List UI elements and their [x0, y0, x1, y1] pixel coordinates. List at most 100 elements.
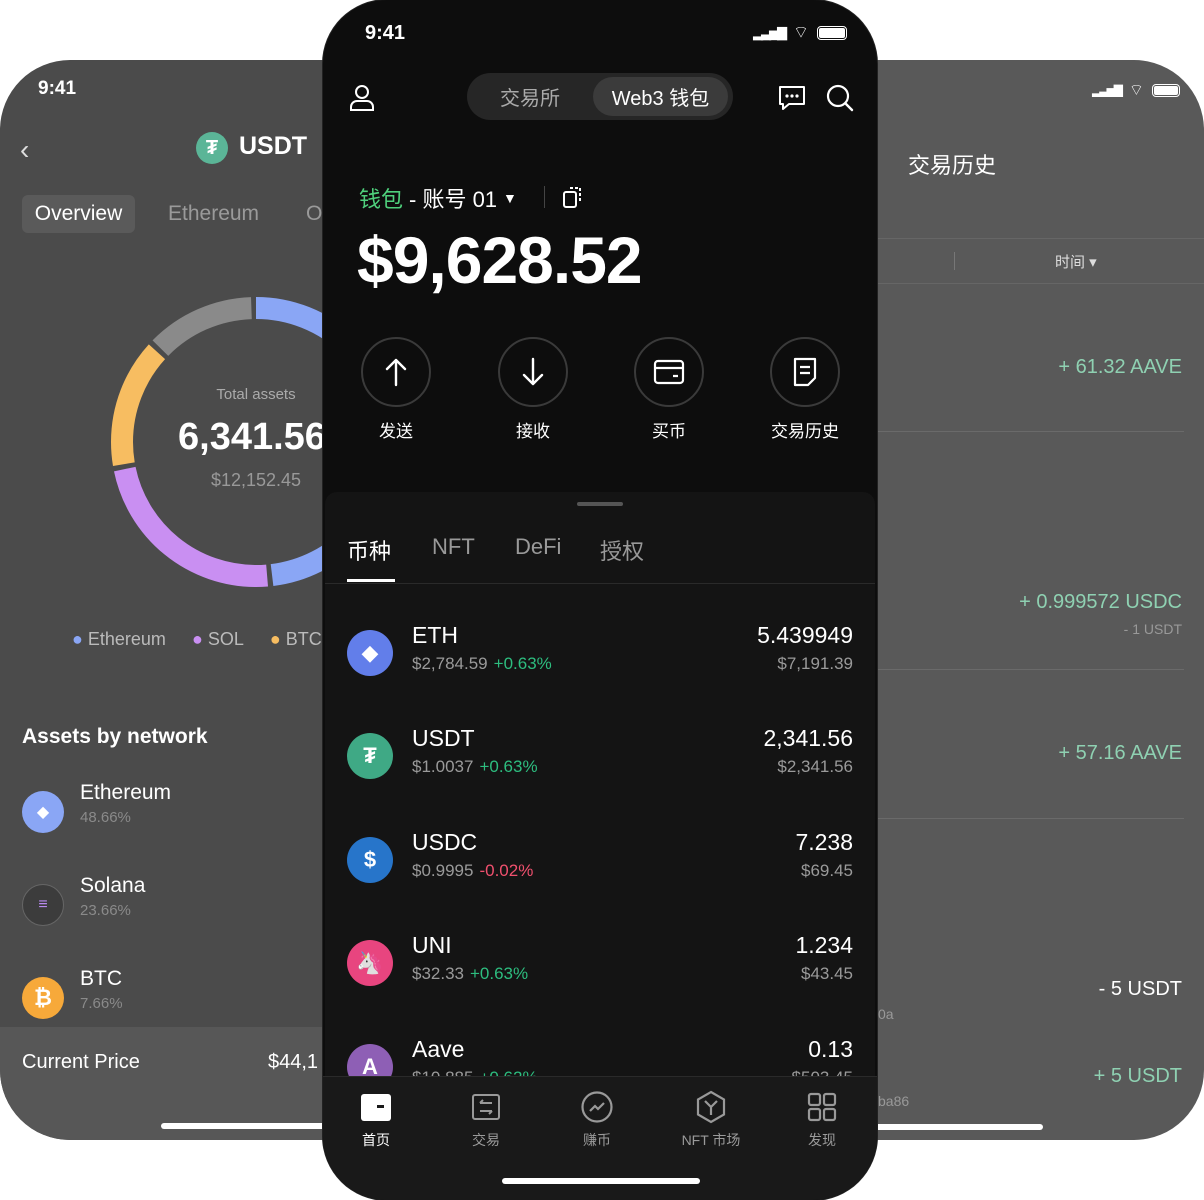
solana-icon: ≡ [22, 884, 64, 926]
total-assets-value: 6,341.56 [178, 416, 326, 458]
status-icons: ▂▃▅▇ ⌔ [1092, 80, 1180, 100]
tab-defi[interactable]: DeFi [515, 534, 562, 559]
tab-web3-wallet[interactable]: Web3 钱包 [593, 77, 728, 116]
signal-icon: ▂▃▅▇ [753, 24, 787, 40]
token-row-usdt[interactable]: ₮ USDT $1.0037 +0.63% 2,341.56 $2,341.56 [323, 725, 877, 825]
wallet-label: 钱包 [359, 187, 404, 212]
divider [620, 818, 1184, 819]
caret-down-icon: ▼ [503, 190, 517, 206]
page-title: 交易历史 [908, 153, 997, 178]
token-amount: 1.234 [795, 932, 853, 958]
network-item-btc[interactable]: ₿ BTC 7.66% [22, 967, 322, 1037]
token-change: +0.63% [470, 964, 529, 983]
grid-icon [772, 1090, 872, 1124]
tx-amount: + 61.32 AAVE [1058, 356, 1182, 378]
nav-home[interactable]: 首页 [326, 1090, 426, 1150]
token-price: $32.33 +0.63% [412, 964, 529, 983]
search-icon[interactable] [825, 83, 855, 113]
history-button[interactable]: 交易历史 [770, 337, 840, 442]
time-filter[interactable]: 时间 ▾ [1055, 254, 1097, 271]
network-name: BTC [80, 967, 122, 990]
tx-amount: + 5 USDT [1093, 1065, 1182, 1087]
tab-authorization[interactable]: 授权 [600, 539, 645, 564]
total-assets-usd: $12,152.45 [210, 470, 302, 490]
tab-other[interactable]: O [306, 202, 323, 225]
legend-btc: ● BTC [269, 629, 322, 649]
token-value: $2,341.56 [777, 757, 853, 776]
status-time: 9:41 [365, 22, 406, 44]
copy-switch-icon[interactable] [562, 185, 584, 209]
token-title: USDT [239, 132, 308, 160]
receive-button[interactable]: 接收 [498, 337, 568, 442]
history-label: 交易历史 [771, 422, 839, 441]
tx-amount: - 5 USDT [1098, 978, 1182, 1000]
tab-tokens[interactable]: 币种 [347, 539, 392, 564]
nft-hexagon-icon [661, 1090, 761, 1124]
nav-nft-market[interactable]: NFT 市场 [661, 1090, 761, 1150]
profile-icon[interactable] [348, 83, 376, 111]
token-symbol: UNI [412, 932, 452, 958]
network-pct: 48.66% [80, 809, 131, 826]
token-row-uni[interactable]: 🦄 UNI $32.33 +0.63% 1.234 $43.45 [323, 932, 877, 1032]
center-phone-wallet: 9:41 ▂▃▅▇ ⌔ 交易所 Web3 钱包 钱包 - 账号 01 ▼ $9,… [323, 0, 877, 1200]
send-button[interactable]: 发送 [361, 337, 431, 442]
network-name: Solana [80, 874, 146, 897]
tab-ethereum[interactable]: Ethereum [168, 202, 260, 225]
nav-discover[interactable]: 发现 [772, 1090, 872, 1150]
total-assets-label: Total assets [216, 386, 296, 403]
donut-segment [111, 297, 401, 587]
home-indicator [740, 1124, 1043, 1130]
section-title: Assets by network [22, 725, 208, 748]
sheet-handle[interactable] [577, 502, 623, 506]
ethereum-icon: ◆ [22, 791, 64, 833]
battery-icon [816, 25, 847, 40]
token-value: $69.45 [801, 861, 853, 880]
network-name: Ethereum [80, 781, 172, 804]
chat-icon[interactable] [777, 84, 807, 112]
active-tab-underline [347, 579, 395, 582]
tab-nft[interactable]: NFT [432, 534, 475, 559]
status-icons: ▂▃▅▇ ⌔ [753, 22, 847, 43]
receive-label: 接收 [516, 422, 550, 441]
network-item-solana[interactable]: ≡ Solana 23.66% [22, 874, 322, 944]
card-icon [634, 337, 704, 407]
arrow-up-icon [361, 337, 431, 407]
nav-earn[interactable]: 赚币 [547, 1090, 647, 1150]
divider [620, 669, 1184, 670]
wifi-icon: ⌔ [1128, 82, 1144, 99]
account-selector[interactable]: 钱包 - 账号 01 ▼ [359, 182, 517, 214]
usdt-icon: ₮ [347, 733, 393, 779]
account-label: - 账号 01 [409, 187, 498, 212]
token-change: -0.02% [479, 861, 534, 880]
token-row-eth[interactable]: ◆ ETH $2,784.59 +0.63% 5.439949 $7,191.39 [323, 622, 877, 722]
token-row-usdc[interactable]: $ USDC $0.9995 -0.02% 7.238 $69.45 [323, 829, 877, 929]
token-symbol: USDC [412, 829, 478, 855]
tx-address: ba86 [878, 1093, 910, 1109]
tab-exchange[interactable]: 交易所 [500, 88, 560, 110]
send-label: 发送 [379, 422, 413, 441]
tx-sub-amount: - 1 USDT [1123, 621, 1182, 637]
home-indicator [161, 1123, 461, 1129]
balance-amount: $9,628.52 [357, 223, 643, 297]
usdc-icon: $ [347, 837, 393, 883]
donut-segment [111, 297, 401, 587]
token-symbol: ETH [412, 622, 458, 648]
usdt-logo-icon: ₮ [196, 132, 228, 164]
tab-overview[interactable]: Overview [22, 195, 135, 233]
token-symbol: USDT [412, 725, 475, 751]
divider [325, 583, 875, 584]
nav-trade[interactable]: 交易 [436, 1090, 536, 1150]
wifi-icon: ⌔ [793, 23, 809, 42]
tx-amount: + 0.999572 USDC [1019, 591, 1182, 613]
legend-ethereum: ● Ethereum [72, 629, 166, 649]
signal-icon: ▂▃▅▇ [1092, 83, 1123, 97]
eth-icon: ◆ [347, 630, 393, 676]
back-chevron-icon[interactable]: ‹ [20, 134, 30, 165]
token-price: $0.9995 -0.02% [412, 861, 534, 880]
tx-address: 0a [878, 1006, 894, 1022]
network-item-ethereum[interactable]: ◆ Ethereum 48.66% [22, 781, 322, 851]
earn-chart-icon [547, 1090, 647, 1124]
token-price: $2,784.59 +0.63% [412, 654, 552, 673]
buy-button[interactable]: 买币 [634, 337, 704, 442]
divider [620, 431, 1184, 432]
